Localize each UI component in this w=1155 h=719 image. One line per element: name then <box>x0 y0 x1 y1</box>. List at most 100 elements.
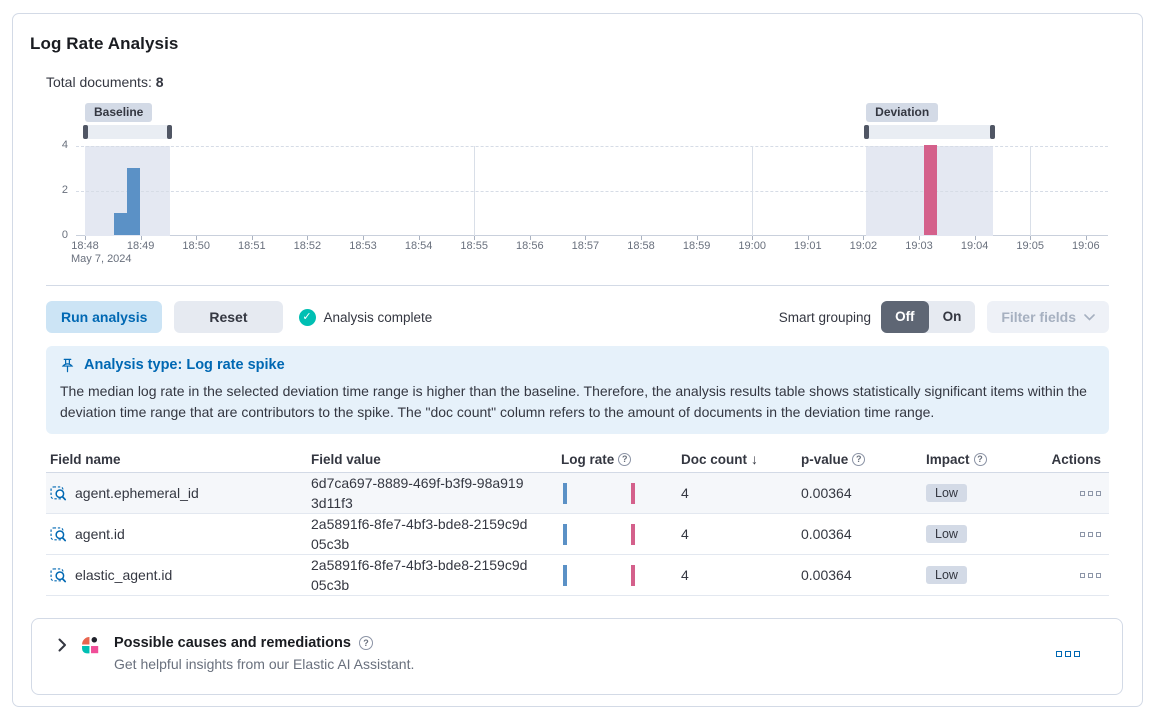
p-value-cell: 0.00364 <box>801 526 926 542</box>
column-header-label: Log rate <box>561 451 615 467</box>
x-axis-label: 19:06 <box>1072 240 1100 252</box>
log-rate-cell <box>561 482 681 504</box>
callout-title: Analysis type: Log rate spike <box>84 357 285 373</box>
info-icon[interactable]: ? <box>973 452 987 466</box>
x-axis-label: 18:53 <box>349 240 377 252</box>
x-axis-tick <box>807 236 809 240</box>
column-header-impact[interactable]: Impact? <box>926 452 1041 467</box>
chevron-right-icon[interactable] <box>58 638 67 652</box>
check-icon: ✓ <box>298 308 316 326</box>
x-axis-label: 18:51 <box>238 240 266 252</box>
x-axis-label: 18:56 <box>516 240 544 252</box>
y-axis-label: 4 <box>61 139 68 151</box>
field-statistics-icon[interactable] <box>50 567 67 584</box>
x-axis-tick <box>196 236 198 240</box>
info-icon[interactable]: ? <box>852 452 866 466</box>
doc-count-value: 4 <box>681 485 689 501</box>
doc-count-cell: 4 <box>681 485 801 501</box>
reset-button[interactable]: Reset <box>174 301 283 333</box>
deviation-mini-bar <box>630 482 635 504</box>
p-value: 0.00364 <box>801 526 852 542</box>
baseline-mini-bar <box>562 523 567 545</box>
table-row: agent.ephemeral_id 6d7ca697-8889-469f-b3f… <box>46 473 1109 514</box>
log-rate-mini-chart <box>561 482 646 504</box>
panel-actions-icon[interactable] <box>1056 651 1080 657</box>
deviation-brush-handle-left[interactable] <box>864 125 870 139</box>
field-value: 2a5891f6-8fe7-4bf3-bde8-2159c9d05c3b <box>311 557 528 593</box>
deviation-brush-handle-right[interactable] <box>989 125 995 139</box>
log-rate-cell <box>561 564 681 586</box>
row-actions-icon[interactable] <box>1080 531 1101 537</box>
baseline-brush-handle-left[interactable] <box>83 125 88 139</box>
help-icon[interactable]: ? <box>358 636 373 650</box>
x-axis-tick <box>585 236 587 240</box>
field-value-cell: 6d7ca697-8889-469f-b3f9-98a9193d11f3 <box>311 473 561 513</box>
impact-cell: Low <box>926 525 1041 543</box>
smart-grouping-off-button[interactable]: Off <box>881 301 929 333</box>
chevron-down-icon <box>1084 313 1095 321</box>
deviation-badge: Deviation <box>866 103 939 122</box>
baseline-bar <box>127 167 141 235</box>
column-header-label: Impact <box>926 451 970 467</box>
actions-cell <box>1041 531 1109 537</box>
x-axis-tick <box>307 236 309 240</box>
doc-count-value: 4 <box>681 526 689 542</box>
baseline-brush[interactable] <box>83 125 173 139</box>
controls-row: Run analysis Reset ✓ Analysis complete S… <box>46 301 1109 333</box>
run-analysis-button[interactable]: Run analysis <box>46 301 163 333</box>
column-header-log-rate[interactable]: Log rate? <box>561 452 681 467</box>
column-header-label: Actions <box>1051 451 1101 467</box>
x-axis-tick <box>474 236 476 240</box>
chart-plot-area <box>76 136 1108 236</box>
filter-fields-button[interactable]: Filter fields <box>987 301 1109 333</box>
column-header-field-name: Field name <box>46 452 311 467</box>
x-axis-tick <box>974 236 976 240</box>
x-axis-label: 18:57 <box>571 240 600 252</box>
field-value: 6d7ca697-8889-469f-b3f9-98a9193d11f3 <box>311 475 524 511</box>
horizontal-gridline <box>76 191 1108 192</box>
x-axis-date-label: May 7, 2024 <box>71 253 132 265</box>
column-header-doc-count[interactable]: Doc count ↓ <box>681 451 801 467</box>
x-axis-label: 18:48 <box>71 240 99 252</box>
column-header-label: Doc count <box>681 451 747 467</box>
log-rate-analysis-panel: Log Rate Analysis Total documents: 8 Bas… <box>12 13 1143 707</box>
x-axis-tick <box>919 236 920 240</box>
possible-causes-subtitle: Get helpful insights from our Elastic AI… <box>114 656 415 672</box>
row-actions-icon[interactable] <box>1080 572 1101 578</box>
row-actions-icon[interactable] <box>1080 490 1101 496</box>
deviation-mini-bar <box>630 523 635 545</box>
total-documents: Total documents: 8 <box>46 74 1125 90</box>
column-header-p-value[interactable]: p-value? <box>801 452 926 467</box>
column-header-actions: Actions <box>1041 452 1109 467</box>
field-name: agent.ephemeral_id <box>75 485 199 501</box>
column-header-label: Field name <box>50 451 121 467</box>
x-axis-tick <box>363 236 364 240</box>
y-axis-label: 2 <box>61 184 68 196</box>
y-axis-label: 0 <box>61 229 68 241</box>
analysis-status: ✓ Analysis complete <box>298 308 432 326</box>
doc-count-cell: 4 <box>681 567 801 583</box>
smart-grouping-toggle: Off On <box>881 301 976 333</box>
deviation-bar <box>923 145 937 235</box>
filter-fields-label: Filter fields <box>1001 309 1076 325</box>
field-name: elastic_agent.id <box>75 567 173 583</box>
horizontal-gridline <box>76 146 1108 147</box>
field-name-cell: agent.ephemeral_id <box>46 485 311 502</box>
doc-count-cell: 4 <box>681 526 801 542</box>
x-axis-label: 18:49 <box>126 240 155 252</box>
deviation-brush[interactable] <box>864 125 995 139</box>
x-axis-tick <box>1030 236 1032 240</box>
baseline-brush-handle-right[interactable] <box>167 125 173 139</box>
elastic-ai-assistant-icon <box>82 637 99 654</box>
x-axis-label: 18:59 <box>682 240 711 252</box>
info-icon[interactable]: ? <box>618 452 632 466</box>
impact-badge: Low <box>926 566 967 584</box>
field-statistics-icon[interactable] <box>50 526 67 543</box>
page-title: Log Rate Analysis <box>30 34 179 53</box>
analysis-results-table: Field name Field value Log rate? Doc count ↓… <box>46 446 1109 596</box>
baseline-mini-bar <box>562 564 567 586</box>
field-statistics-icon[interactable] <box>50 485 67 502</box>
sort-desc-icon[interactable]: ↓ <box>751 451 758 467</box>
smart-grouping-on-button[interactable]: On <box>942 309 962 324</box>
x-axis-tick <box>696 236 698 240</box>
